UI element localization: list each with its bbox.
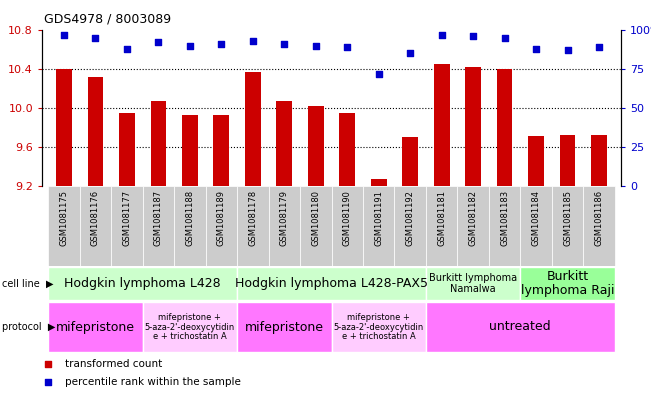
Bar bbox=[434, 64, 449, 186]
Text: cell line  ▶: cell line ▶ bbox=[2, 279, 53, 288]
Point bbox=[342, 44, 352, 50]
Bar bbox=[237, 186, 269, 266]
Bar bbox=[269, 186, 300, 266]
Text: mifepristone +
5-aza-2'-deoxycytidin
e + trichostatin A: mifepristone + 5-aza-2'-deoxycytidin e +… bbox=[333, 313, 424, 341]
Bar bbox=[331, 186, 363, 266]
Bar bbox=[371, 179, 387, 186]
Point bbox=[374, 70, 384, 77]
Bar bbox=[426, 186, 458, 266]
Text: GSM1081181: GSM1081181 bbox=[437, 190, 446, 246]
Text: GSM1081190: GSM1081190 bbox=[342, 190, 352, 246]
Bar bbox=[214, 115, 229, 186]
Bar bbox=[560, 135, 575, 186]
Bar bbox=[339, 113, 355, 186]
Bar bbox=[56, 69, 72, 186]
Text: GSM1081186: GSM1081186 bbox=[594, 190, 603, 246]
Text: GSM1081184: GSM1081184 bbox=[531, 190, 540, 246]
Bar bbox=[363, 186, 395, 266]
Bar bbox=[591, 135, 607, 186]
Bar bbox=[182, 115, 198, 186]
Text: transformed count: transformed count bbox=[65, 359, 162, 369]
Point bbox=[562, 47, 573, 53]
Bar bbox=[331, 302, 426, 352]
Bar bbox=[426, 267, 520, 300]
Text: GSM1081180: GSM1081180 bbox=[311, 190, 320, 246]
Point bbox=[531, 46, 541, 52]
Text: mifepristone: mifepristone bbox=[245, 321, 324, 334]
Bar bbox=[80, 186, 111, 266]
Text: GSM1081185: GSM1081185 bbox=[563, 190, 572, 246]
Text: Burkitt
lymphoma Raji: Burkitt lymphoma Raji bbox=[521, 270, 615, 297]
Text: Burkitt lymphoma
Namalwa: Burkitt lymphoma Namalwa bbox=[429, 273, 517, 294]
Bar bbox=[520, 267, 615, 300]
Bar bbox=[48, 302, 143, 352]
Bar bbox=[465, 67, 481, 186]
Text: untreated: untreated bbox=[490, 321, 551, 334]
Text: GSM1081192: GSM1081192 bbox=[406, 190, 415, 246]
Bar bbox=[426, 302, 615, 352]
Bar bbox=[300, 186, 331, 266]
Text: GSM1081175: GSM1081175 bbox=[59, 190, 68, 246]
Point bbox=[436, 31, 447, 38]
Bar bbox=[552, 186, 583, 266]
Point bbox=[122, 46, 132, 52]
Bar bbox=[528, 136, 544, 186]
Point bbox=[153, 39, 163, 46]
Text: GSM1081189: GSM1081189 bbox=[217, 190, 226, 246]
Text: protocol  ▶: protocol ▶ bbox=[2, 322, 55, 332]
Point bbox=[279, 41, 290, 47]
Text: GSM1081179: GSM1081179 bbox=[280, 190, 289, 246]
Point bbox=[405, 50, 415, 57]
Text: Hodgkin lymphoma L428-PAX5: Hodgkin lymphoma L428-PAX5 bbox=[235, 277, 428, 290]
Bar bbox=[150, 101, 166, 186]
Bar bbox=[206, 186, 237, 266]
Bar bbox=[88, 77, 104, 186]
Bar bbox=[395, 186, 426, 266]
Bar bbox=[237, 302, 331, 352]
Point bbox=[247, 38, 258, 44]
Text: GSM1081177: GSM1081177 bbox=[122, 190, 132, 246]
Text: GSM1081187: GSM1081187 bbox=[154, 190, 163, 246]
Point bbox=[42, 361, 53, 367]
Point bbox=[594, 44, 604, 50]
Point bbox=[90, 35, 101, 41]
Text: GDS4978 / 8003089: GDS4978 / 8003089 bbox=[44, 12, 171, 25]
Point bbox=[499, 35, 510, 41]
Text: Hodgkin lymphoma L428: Hodgkin lymphoma L428 bbox=[64, 277, 221, 290]
Text: GSM1081178: GSM1081178 bbox=[248, 190, 257, 246]
Bar bbox=[489, 186, 520, 266]
Bar bbox=[520, 186, 552, 266]
Bar bbox=[583, 186, 615, 266]
Bar bbox=[174, 186, 206, 266]
Bar bbox=[277, 101, 292, 186]
Point bbox=[311, 42, 321, 49]
Text: percentile rank within the sample: percentile rank within the sample bbox=[65, 377, 241, 387]
Text: GSM1081176: GSM1081176 bbox=[91, 190, 100, 246]
Text: GSM1081182: GSM1081182 bbox=[469, 190, 478, 246]
Point bbox=[185, 42, 195, 49]
Point bbox=[42, 379, 53, 385]
Point bbox=[59, 31, 69, 38]
Point bbox=[468, 33, 478, 39]
Bar bbox=[143, 186, 174, 266]
Bar bbox=[308, 106, 324, 186]
Text: mifepristone: mifepristone bbox=[56, 321, 135, 334]
Bar bbox=[497, 69, 512, 186]
Bar bbox=[48, 267, 237, 300]
Bar bbox=[245, 72, 260, 186]
Bar bbox=[119, 113, 135, 186]
Bar bbox=[402, 137, 418, 186]
Text: GSM1081191: GSM1081191 bbox=[374, 190, 383, 246]
Text: GSM1081188: GSM1081188 bbox=[186, 190, 195, 246]
Text: GSM1081183: GSM1081183 bbox=[500, 190, 509, 246]
Bar bbox=[48, 186, 80, 266]
Point bbox=[216, 41, 227, 47]
Bar bbox=[143, 302, 237, 352]
Bar bbox=[458, 186, 489, 266]
Bar bbox=[237, 267, 426, 300]
Text: mifepristone +
5-aza-2'-deoxycytidin
e + trichostatin A: mifepristone + 5-aza-2'-deoxycytidin e +… bbox=[145, 313, 235, 341]
Bar bbox=[111, 186, 143, 266]
